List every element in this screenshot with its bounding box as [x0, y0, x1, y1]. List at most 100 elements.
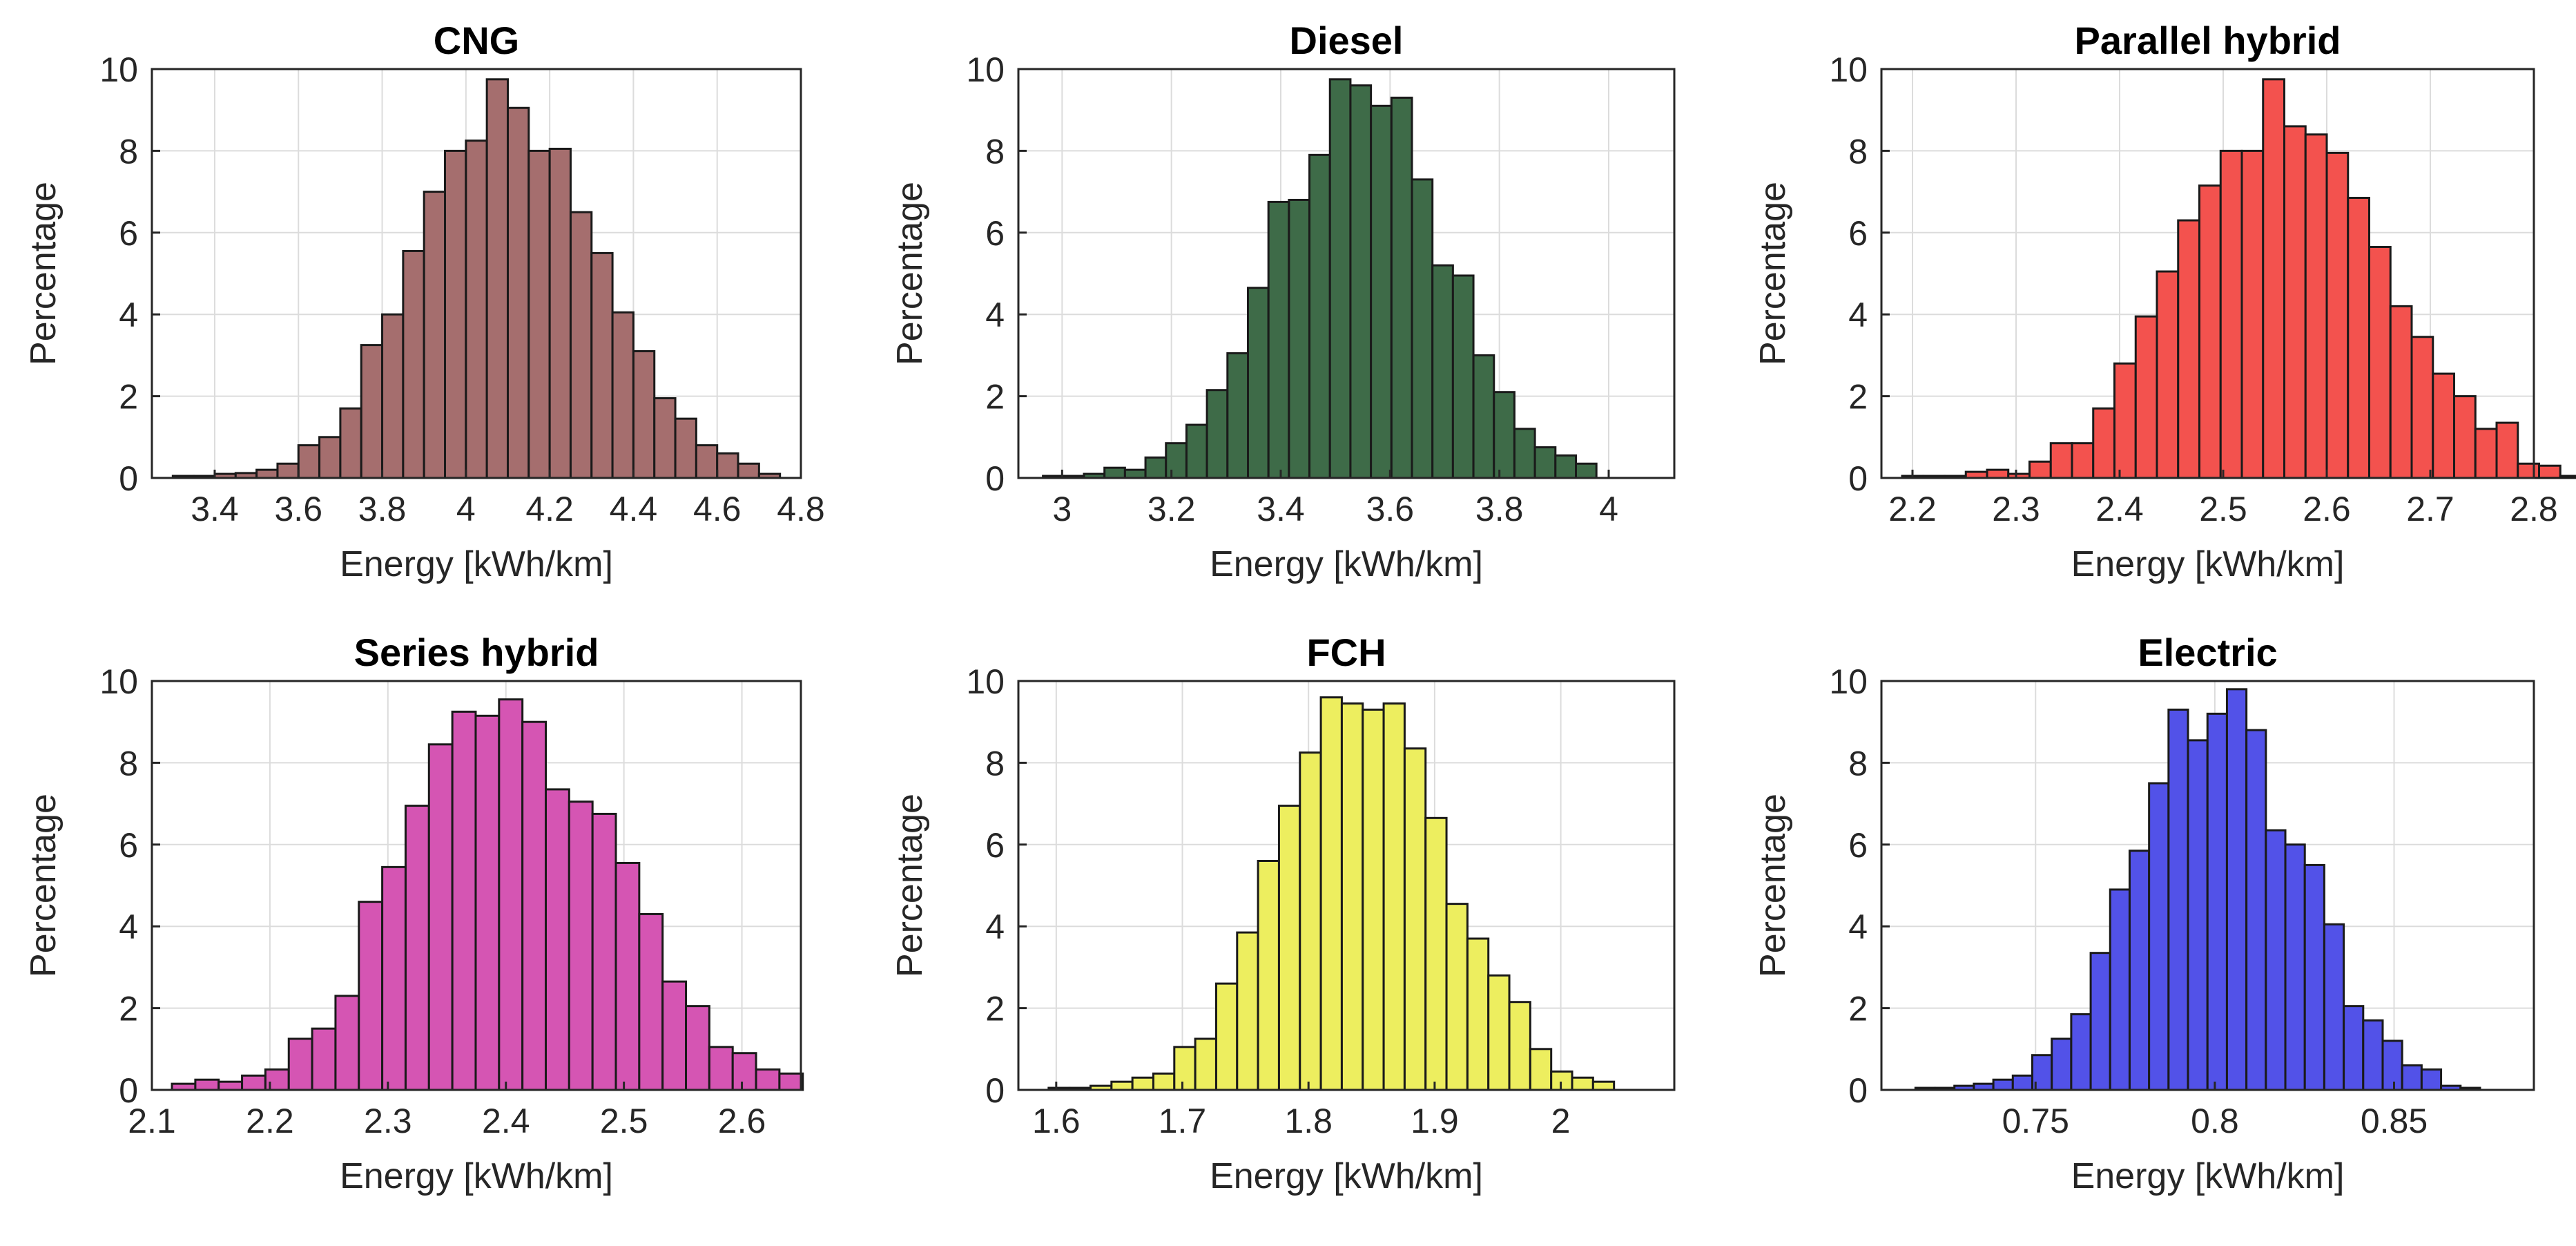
y-tick-label: 2 [1848, 990, 1868, 1028]
bar-series-hybrid-24 [731, 1052, 757, 1091]
y-axis-label: Percentage [23, 182, 64, 365]
bar-fch-14 [1340, 702, 1364, 1091]
bar-series-hybrid-3 [241, 1074, 267, 1091]
bar-electric-23 [2362, 1019, 2384, 1091]
bar-parallel-hybrid-19 [2304, 133, 2328, 479]
bar-fch-21 [1487, 974, 1511, 1091]
bar-parallel-hybrid-26 [2453, 395, 2477, 479]
bar-series-hybrid-19 [614, 861, 641, 1091]
bar-diesel-11 [1267, 200, 1290, 479]
bar-parallel-hybrid-24 [2410, 336, 2434, 479]
bar-electric-25 [2401, 1064, 2423, 1091]
bar-cng-26 [716, 452, 739, 479]
bar-series-hybrid-13 [474, 714, 501, 1091]
bar-diesel-21 [1472, 354, 1495, 479]
bar-electric-13 [2167, 708, 2189, 1091]
bar-cng-7 [318, 436, 342, 479]
bar-electric-7 [2051, 1037, 2073, 1091]
bar-series-hybrid-5 [287, 1037, 313, 1091]
bar-fch-9 [1236, 931, 1259, 1091]
axes-box [1880, 68, 2535, 479]
bar-parallel-hybrid-10 [2113, 362, 2137, 479]
bar-fch-11 [1277, 805, 1301, 1091]
bar-fch-10 [1257, 859, 1280, 1091]
x-tick-label: 1.8 [1284, 1102, 1333, 1140]
bar-fch-6 [1173, 1046, 1197, 1091]
bar-parallel-hybrid-6 [2028, 460, 2052, 479]
x-axis-label: Energy [kWh/km] [2071, 1156, 2345, 1196]
x-axis-label: Energy [kWh/km] [1210, 1156, 1483, 1196]
bar-cng-12 [423, 191, 447, 479]
bar-cng-24 [674, 417, 697, 479]
y-tick-label: 2 [985, 990, 1005, 1028]
y-tick-label: 4 [119, 908, 138, 946]
bar-parallel-hybrid-4 [1986, 468, 2010, 479]
bar-cng-21 [611, 311, 635, 479]
panel-title: Electric [2138, 631, 2277, 674]
y-tick-label: 4 [985, 296, 1005, 334]
bar-cng-25 [695, 444, 719, 479]
bar-series-hybrid-7 [334, 995, 360, 1091]
y-tick-label: 0 [119, 1071, 138, 1110]
x-axis-label: Energy [kWh/km] [1210, 544, 1483, 584]
bar-parallel-hybrid-12 [2156, 270, 2180, 479]
y-tick-label: 6 [119, 214, 138, 253]
bar-series-hybrid-11 [427, 743, 454, 1091]
bar-cng-13 [444, 149, 467, 479]
bar-series-hybrid-17 [568, 801, 594, 1091]
bar-diesel-20 [1451, 274, 1475, 479]
bar-diesel-9 [1226, 352, 1249, 479]
bar-parallel-hybrid-14 [2198, 184, 2222, 479]
x-axis-label: Energy [kWh/km] [2071, 544, 2345, 584]
bar-electric-15 [2206, 712, 2228, 1091]
panel-cng: 3.4 3.6 3.8 4 4.2 4.4 4.6 4.8 0 2 4 6 8 10 CNG Energy [… [23, 19, 825, 584]
x-axis-label: Energy [kWh/km] [340, 544, 613, 584]
bar-series-hybrid-12 [451, 710, 477, 1091]
y-tick-label: 10 [1829, 662, 1868, 701]
bar-electric-4 [1992, 1078, 2014, 1091]
bar-cng-18 [548, 147, 572, 479]
bar-fch-18 [1424, 816, 1448, 1091]
bar-fch-4 [1131, 1076, 1154, 1091]
bar-parallel-hybrid-20 [2325, 151, 2350, 479]
bar-diesel-10 [1247, 287, 1270, 479]
bar-fch-12 [1299, 751, 1322, 1091]
x-axis-label: Energy [kWh/km] [340, 1156, 613, 1196]
bar-fch-17 [1403, 747, 1427, 1091]
bar-diesel-24 [1533, 446, 1557, 479]
bar-diesel-23 [1513, 428, 1536, 479]
bar-fch-23 [1529, 1048, 1553, 1091]
bar-cng-10 [381, 313, 405, 479]
y-axis-label: Percentage [23, 794, 64, 977]
bar-diesel-4 [1123, 468, 1147, 479]
y-axis-label: Percentage [890, 182, 930, 365]
panel-title: Diesel [1290, 19, 1404, 62]
y-tick-label: 0 [985, 459, 1005, 498]
x-tick-label: 3.4 [1257, 490, 1305, 528]
x-tick-label: 2.6 [2303, 490, 2351, 528]
bar-parallel-hybrid-23 [2389, 305, 2413, 479]
axes-box [1017, 68, 1676, 479]
bar-fch-20 [1466, 937, 1490, 1091]
bar-series-hybrid-2 [217, 1080, 244, 1091]
bar-fch-13 [1319, 696, 1343, 1091]
bar-diesel-15 [1349, 84, 1373, 479]
y-tick-label: 10 [966, 662, 1005, 701]
axes-box [1880, 680, 2535, 1091]
x-tick-label: 2.4 [482, 1102, 530, 1140]
y-tick-label: 2 [985, 378, 1005, 416]
y-tick-label: 8 [119, 744, 138, 783]
x-tick-label: 2.2 [246, 1102, 294, 1140]
bar-electric-20 [2303, 863, 2325, 1091]
bar-cng-14 [465, 140, 488, 479]
bar-cng-20 [590, 251, 614, 479]
bar-parallel-hybrid-22 [2368, 246, 2392, 479]
bar-diesel-18 [1411, 178, 1434, 479]
y-axis-label: Percentage [890, 794, 930, 977]
bar-parallel-hybrid-8 [2071, 442, 2095, 479]
x-tick-label: 2.7 [2406, 490, 2454, 528]
bar-parallel-hybrid-9 [2092, 407, 2115, 479]
x-tick-label: 3 [1052, 490, 1072, 528]
panel-electric: 0.75 0.8 0.85 0 2 4 6 8 10 Electric Energy [kWh/km… [1753, 631, 2535, 1196]
bar-series-hybrid-20 [638, 912, 664, 1091]
